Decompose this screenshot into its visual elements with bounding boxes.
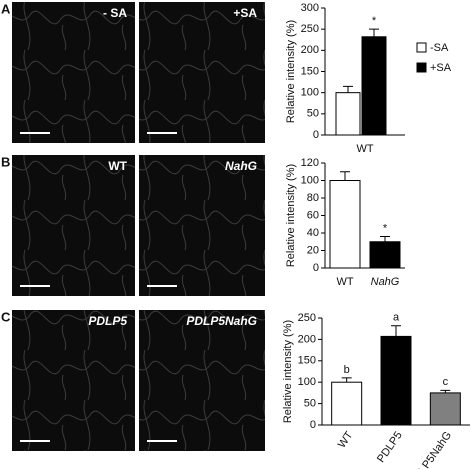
image-label: - SA xyxy=(103,6,127,20)
legend-swatch xyxy=(416,62,427,73)
error-bar xyxy=(391,325,401,337)
y-tick-label: 120 xyxy=(301,157,319,169)
x-tick-label: PDLP5NahG xyxy=(408,430,454,469)
legend-swatch xyxy=(416,42,427,53)
bar xyxy=(331,381,363,426)
cell-outlines xyxy=(12,2,135,143)
bar xyxy=(361,36,387,136)
image-label: WT xyxy=(108,159,127,173)
error-bar xyxy=(380,236,390,242)
y-tick-label: 0 xyxy=(310,419,316,431)
x-tick-label: WT xyxy=(356,143,373,155)
panel-letter: C xyxy=(1,309,11,324)
error-bar xyxy=(440,389,451,393)
panel-letter: A xyxy=(1,1,11,16)
bar xyxy=(335,92,361,136)
y-axis-label: Relative intensity (%) xyxy=(285,164,297,267)
image-label: PDLP5 xyxy=(88,314,127,328)
legend-label: -SA xyxy=(430,42,449,54)
bar xyxy=(429,392,461,426)
y-tick-label: 100 xyxy=(301,174,319,186)
y-tick-label: 250 xyxy=(298,312,316,324)
legend-label: +SA xyxy=(430,62,452,74)
cell-outlines xyxy=(139,155,265,296)
y-tick-label: 150 xyxy=(298,355,316,367)
cell-outlines xyxy=(139,310,265,451)
y-tick-label: 50 xyxy=(304,398,316,410)
error-bar xyxy=(369,28,379,37)
bar xyxy=(329,180,361,269)
error-bar xyxy=(340,171,350,181)
bar-annotation: * xyxy=(372,15,377,27)
panel-letter: B xyxy=(1,154,10,169)
image-label: PDLP5NahG xyxy=(186,314,257,328)
x-tick-label: WT xyxy=(336,276,353,288)
y-tick-label: 60 xyxy=(307,209,319,221)
error-bar xyxy=(343,85,353,93)
y-tick-label: 100 xyxy=(298,376,316,388)
bar xyxy=(369,241,401,269)
image-label: NahG xyxy=(225,159,257,173)
y-tick-label: 40 xyxy=(307,227,319,239)
y-tick-label: 300 xyxy=(301,2,319,14)
y-tick-label: 200 xyxy=(301,44,319,56)
y-tick-label: 100 xyxy=(301,87,319,99)
error-bar xyxy=(341,377,352,383)
bar-annotation: * xyxy=(383,222,388,234)
bar xyxy=(380,335,412,426)
bar-annotation: b xyxy=(344,364,350,376)
x-tick-label: PDLP5 xyxy=(375,430,405,465)
cell-outlines xyxy=(139,2,265,143)
y-tick-label: 0 xyxy=(313,129,319,141)
x-tick-label: WT xyxy=(336,429,356,450)
image-label: +SA xyxy=(233,6,257,20)
y-tick-label: 0 xyxy=(313,262,319,274)
x-tick-label: NahG xyxy=(371,276,400,288)
y-tick-label: 80 xyxy=(307,192,319,204)
bar-annotation: c xyxy=(443,376,449,388)
y-tick-label: 150 xyxy=(301,65,319,77)
y-tick-label: 200 xyxy=(298,333,316,345)
y-tick-label: 50 xyxy=(307,108,319,120)
y-tick-label: 20 xyxy=(307,244,319,256)
cell-outlines xyxy=(12,155,135,296)
y-tick-label: 250 xyxy=(301,23,319,35)
y-axis-label: Relative intensity (%) xyxy=(282,320,294,423)
bar-annotation: a xyxy=(393,312,400,324)
cell-outlines xyxy=(12,310,135,451)
y-axis-label: Relative intensity (%) xyxy=(285,20,297,123)
